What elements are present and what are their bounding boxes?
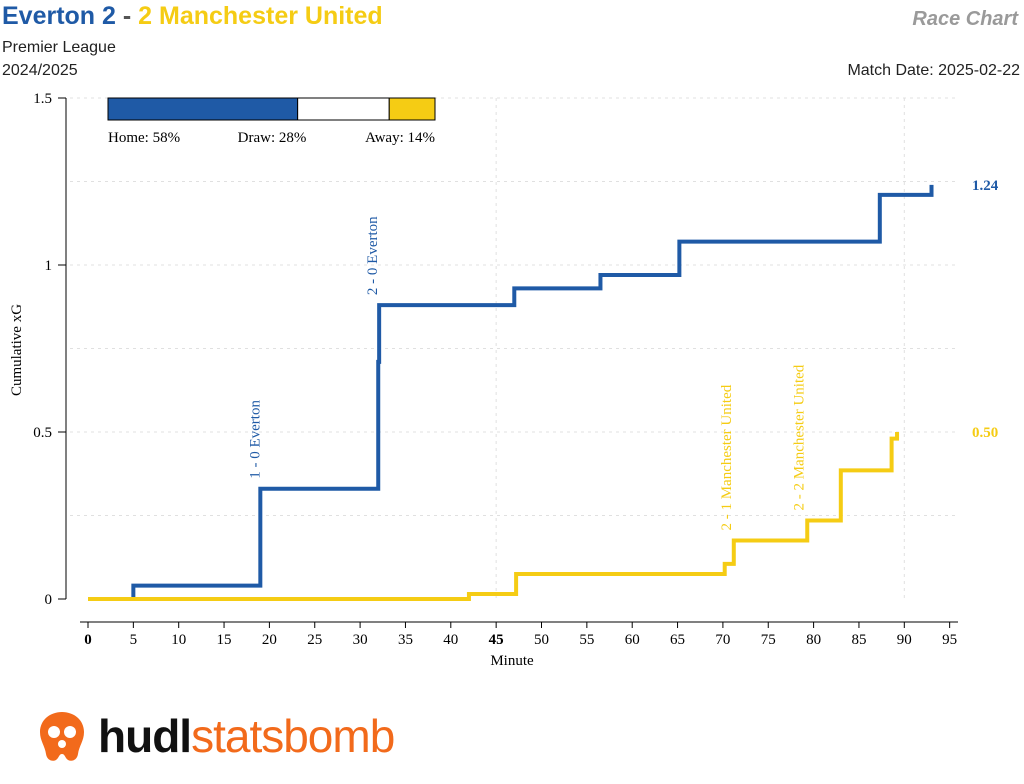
x-tick-label: 30 [353,632,368,648]
x-tick-label: 35 [398,632,413,648]
match-date: Match Date: 2025-02-22 [847,62,1020,79]
race-chart: 0 0.5 1 1.5 0 5 10 15 20 25 30 35 40 45 50 55 60 65 70 75 80… [9,91,999,669]
away-probability-segment [388,97,436,121]
x-tick-label: 45 [489,632,504,648]
y-tick-label: 0 [45,592,53,608]
x-tick-label: 60 [625,632,640,648]
x-tick-label: 25 [307,632,322,648]
axes [65,98,958,623]
y-tick-label: 1 [45,258,53,274]
x-tick-label: 10 [171,632,186,648]
away-probability-label: Away: 14% [365,130,435,146]
goal-annotation: 2 - 2 Manchester United [792,364,808,510]
x-axis-title: Minute [490,653,534,669]
series-lines [88,184,934,601]
x-tick-label: 95 [942,632,957,648]
draw-probability-segment [297,97,390,121]
x-tick-label: 90 [897,632,912,648]
everton-xg-line [88,184,934,601]
away-team-score: 2 Manchester United [138,2,383,30]
logo-text-statsbomb: statsbomb [191,710,395,762]
x-tick-label: 50 [534,632,549,648]
ticks: 0 0.5 1 1.5 0 5 10 15 20 25 30 35 40 45 50 55 60 65 70 75 80… [33,91,957,648]
hudl-statsbomb-logo: hudlstatsbomb [34,706,395,766]
x-tick-label: 15 [217,632,232,648]
x-tick-label: 80 [806,632,821,648]
x-tick-label: 85 [851,632,866,648]
everton-final-xg-label: 1.24 [972,178,999,194]
x-tick-label: 0 [84,632,92,648]
grid [70,97,958,599]
statsbomb-mark-icon [40,712,84,761]
y-axis-title: Cumulative xG [9,304,25,396]
goal-annotation: 2 - 0 Everton [365,216,381,295]
logo-text-hudl: hudl [98,710,192,762]
draw-probability-label: Draw: 28% [238,130,307,146]
manchester-united-xg-line [88,432,900,601]
chart-type-label: Race Chart [912,8,1018,30]
probability-bar: Home: 58% Draw: 28% Away: 14% [107,97,436,146]
score-separator: - [115,2,139,30]
x-tick-label: 20 [262,632,277,648]
home-probability-segment [107,97,299,121]
match-title: Everton 2 - 2 Manchester United [2,2,383,31]
y-tick-label: 0.5 [33,425,52,441]
goal-annotation: 2 - 1 Manchester United [719,384,735,530]
home-team-score: Everton 2 [2,2,116,30]
x-tick-label: 65 [670,632,685,648]
y-tick-label: 1.5 [33,91,52,107]
x-tick-label: 70 [715,632,730,648]
goal-annotation: 1 - 0 Everton [247,400,263,479]
x-tick-label: 55 [579,632,594,648]
goal-annotations: 1 - 0 Everton 2 - 0 Everton 2 - 1 Manchest… [247,216,807,531]
home-probability-label: Home: 58% [108,130,180,146]
competition-name: Premier League [2,39,116,56]
x-tick-label: 40 [443,632,458,648]
manchester-united-final-xg-label: 0.50 [972,425,998,441]
final-xg-labels: 1.24 0.50 [972,178,999,441]
season-label: 2024/2025 [2,62,78,79]
x-tick-label: 5 [130,632,138,648]
x-tick-label: 75 [761,632,776,648]
